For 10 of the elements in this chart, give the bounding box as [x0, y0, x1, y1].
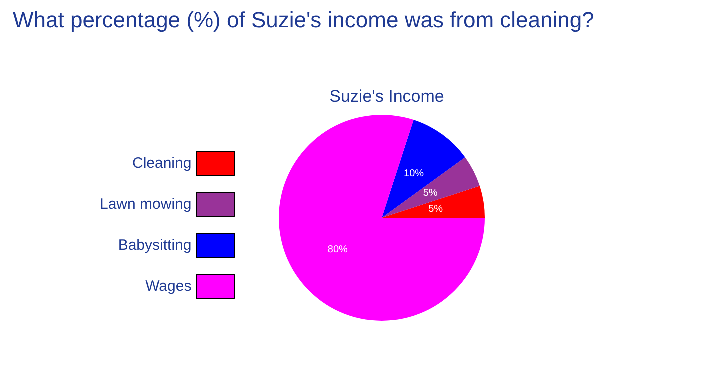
chart-subtitle: Suzie's Income — [330, 87, 444, 106]
data-label: 5% — [428, 204, 444, 215]
legend-label: Babysitting — [118, 237, 192, 254]
legend-label: Cleaning — [132, 155, 192, 172]
legend-label: Lawn mowing — [100, 196, 192, 213]
legend-label: Wages — [146, 278, 192, 295]
chart-title: What percentage (%) of Suzie's income was from cleaning? — [13, 8, 594, 32]
data-label: 5% — [423, 188, 438, 199]
data-label: 10% — [404, 168, 424, 180]
data-label: 80% — [328, 244, 348, 256]
